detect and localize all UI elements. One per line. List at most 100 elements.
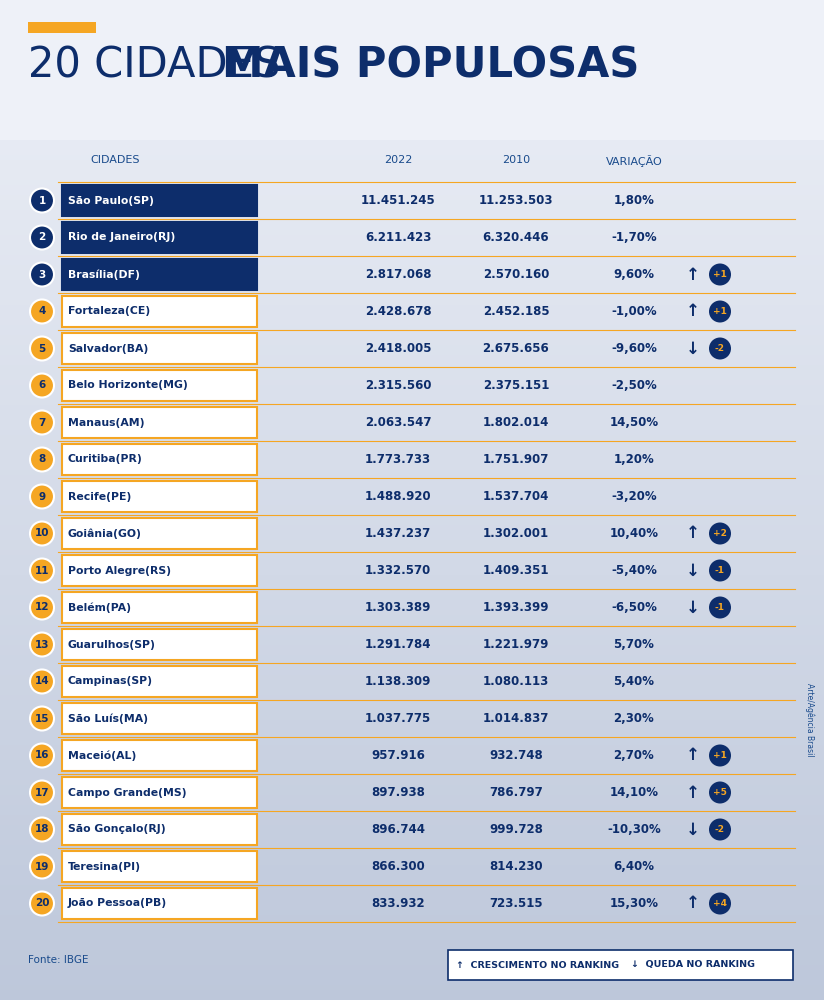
Bar	[0, 130, 824, 135]
Bar	[0, 590, 824, 595]
Text: ↓: ↓	[686, 598, 700, 616]
Bar	[0, 25, 824, 30]
Circle shape	[709, 892, 731, 914]
Text: 9,60%: 9,60%	[614, 268, 654, 281]
Bar	[0, 930, 824, 935]
Bar	[0, 995, 824, 1000]
Bar	[0, 660, 824, 665]
Text: CIDADES: CIDADES	[91, 155, 140, 165]
Bar	[0, 650, 824, 655]
Text: Maceió(AL): Maceió(AL)	[68, 750, 136, 761]
Text: 814.230: 814.230	[489, 860, 543, 873]
Bar	[0, 180, 824, 185]
Bar	[0, 285, 824, 290]
Text: -9,60%: -9,60%	[611, 342, 657, 355]
Bar	[0, 415, 824, 420]
Bar	[0, 920, 824, 925]
Circle shape	[709, 744, 731, 766]
Bar	[0, 785, 824, 790]
Bar	[0, 635, 824, 640]
Circle shape	[709, 522, 731, 544]
Text: +4: +4	[713, 899, 727, 908]
Text: 4: 4	[38, 306, 45, 316]
Bar	[0, 600, 824, 605]
Text: 1.037.775: 1.037.775	[365, 712, 431, 725]
Bar	[0, 420, 824, 425]
Text: ↑  CRESCIMENTO NO RANKING: ↑ CRESCIMENTO NO RANKING	[456, 960, 619, 970]
Bar	[0, 265, 824, 270]
Text: 15: 15	[35, 714, 49, 724]
Bar	[0, 270, 824, 275]
FancyBboxPatch shape	[62, 481, 257, 512]
Text: -1: -1	[715, 603, 725, 612]
FancyBboxPatch shape	[62, 629, 257, 660]
Text: ↑: ↑	[686, 524, 700, 542]
Text: Brasília(DF): Brasília(DF)	[68, 269, 140, 280]
Text: 1.751.907: 1.751.907	[483, 453, 549, 466]
Circle shape	[709, 560, 731, 582]
Circle shape	[30, 706, 54, 730]
Text: 1.437.237: 1.437.237	[365, 527, 431, 540]
Text: 2,70%: 2,70%	[614, 749, 654, 762]
Bar	[0, 260, 824, 265]
Text: -5,40%: -5,40%	[611, 564, 657, 577]
Text: ↓: ↓	[686, 340, 700, 358]
Bar	[0, 770, 824, 775]
Bar	[0, 700, 824, 705]
Bar	[0, 900, 824, 905]
Bar	[0, 115, 824, 120]
Text: 12: 12	[35, 602, 49, 612]
Text: MAIS POPULOSAS: MAIS POPULOSAS	[222, 45, 639, 87]
Text: ↑: ↑	[686, 746, 700, 764]
Bar	[0, 0, 824, 5]
Bar	[0, 965, 824, 970]
Bar	[0, 280, 824, 285]
Text: 897.938: 897.938	[371, 786, 425, 799]
Bar	[0, 385, 824, 390]
Bar	[28, 22, 96, 33]
Bar	[0, 675, 824, 680]
Text: Fonte: IBGE: Fonte: IBGE	[28, 955, 88, 965]
Bar	[0, 800, 824, 805]
Bar	[0, 195, 824, 200]
Text: 7: 7	[38, 418, 45, 428]
Text: 6: 6	[39, 380, 45, 390]
Bar	[0, 780, 824, 785]
FancyBboxPatch shape	[62, 888, 257, 919]
Bar	[0, 320, 824, 325]
FancyBboxPatch shape	[62, 592, 257, 623]
Bar	[0, 745, 824, 750]
Bar	[0, 520, 824, 525]
Bar	[0, 575, 824, 580]
Bar	[0, 975, 824, 980]
Bar	[0, 985, 824, 990]
Text: 10: 10	[35, 528, 49, 538]
FancyBboxPatch shape	[62, 740, 257, 771]
Bar	[0, 240, 824, 245]
Bar	[0, 225, 824, 230]
Text: 2.418.005: 2.418.005	[365, 342, 431, 355]
FancyBboxPatch shape	[448, 950, 793, 980]
Bar	[0, 685, 824, 690]
Text: 20: 20	[35, 898, 49, 908]
Text: -10,30%: -10,30%	[607, 823, 661, 836]
Text: +1: +1	[713, 751, 727, 760]
Bar	[0, 345, 824, 350]
Bar	[0, 300, 824, 305]
Text: 1.332.570: 1.332.570	[365, 564, 431, 577]
Bar	[0, 205, 824, 210]
Bar	[0, 310, 824, 315]
Bar	[0, 790, 824, 795]
Bar	[0, 730, 824, 735]
Text: 957.916: 957.916	[371, 749, 425, 762]
Bar	[0, 540, 824, 545]
Bar	[0, 795, 824, 800]
Bar	[0, 370, 824, 375]
Bar	[0, 135, 824, 140]
Bar	[0, 645, 824, 650]
Bar	[0, 440, 824, 445]
Bar	[0, 825, 824, 830]
Bar	[0, 940, 824, 945]
Bar	[0, 950, 824, 955]
Text: 2.428.678: 2.428.678	[365, 305, 431, 318]
